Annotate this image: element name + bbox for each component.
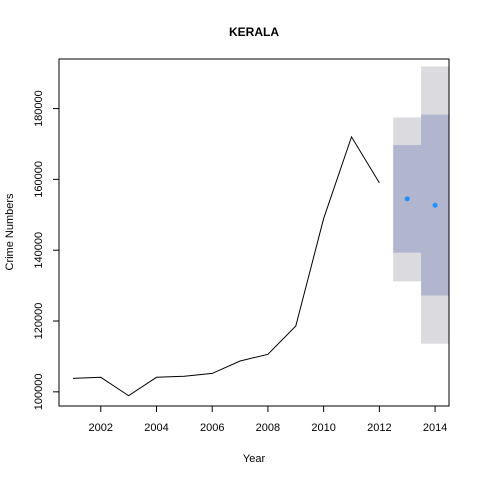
y-tick-label: 160000 [33, 161, 45, 198]
x-tick-label: 2014 [423, 422, 447, 434]
x-tick-label: 2002 [89, 422, 113, 434]
x-tick-label: 2012 [367, 422, 391, 434]
plot-frame [58, 58, 450, 407]
y-tick-label: 140000 [33, 232, 45, 269]
chart-title: KERALA [229, 25, 279, 39]
y-tick-label: 100000 [33, 373, 45, 410]
forecast-points [404, 196, 438, 208]
series-group [72, 135, 380, 397]
x-tick-label: 2004 [144, 422, 168, 434]
y-axis-label: Crime Numbers [4, 193, 16, 271]
forecast-point [432, 202, 438, 208]
x-axis-label: Year [243, 453, 266, 465]
y-axis: 100000 120000 140000 160000 180000 [33, 90, 59, 410]
forecast-point [404, 196, 410, 202]
x-tick-label: 2010 [311, 422, 335, 434]
x-tick-label: 2008 [256, 422, 280, 434]
series-line [72, 135, 380, 397]
y-tick-label: 180000 [33, 90, 45, 127]
forecast-intervals [393, 66, 450, 344]
x-axis: 2002 2004 2006 2008 2010 2012 2014 [89, 406, 447, 434]
x-tick-label: 2006 [200, 422, 224, 434]
y-tick-label: 120000 [33, 303, 45, 340]
